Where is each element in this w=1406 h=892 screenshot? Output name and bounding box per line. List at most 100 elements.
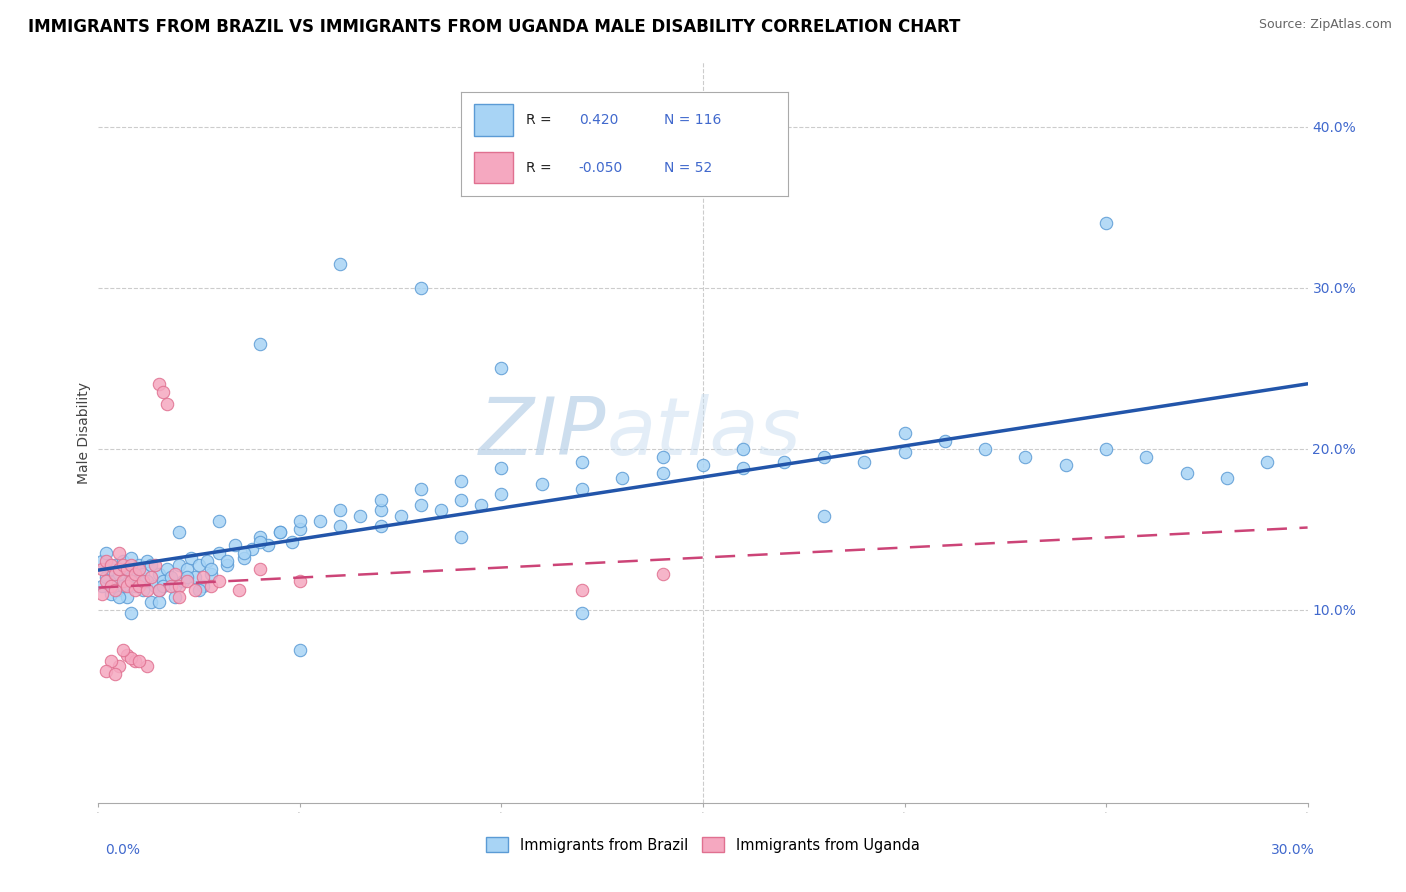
Point	[96, 574, 118, 588]
Point	[893, 445, 915, 459]
Point	[349, 509, 371, 524]
Point	[288, 643, 311, 657]
Point	[124, 567, 146, 582]
Point	[228, 583, 250, 598]
Point	[208, 546, 231, 560]
Point	[167, 558, 190, 572]
Point	[193, 570, 215, 584]
Point	[430, 503, 453, 517]
Point	[450, 474, 472, 488]
Point	[491, 487, 513, 501]
Point	[107, 590, 129, 604]
Point	[288, 574, 311, 588]
Point	[409, 482, 432, 496]
Point	[111, 643, 134, 657]
Point	[208, 514, 231, 528]
Point	[370, 493, 392, 508]
Point	[288, 522, 311, 536]
Point	[120, 606, 142, 620]
Point	[103, 558, 125, 572]
Point	[156, 562, 179, 576]
Point	[124, 562, 146, 576]
Point	[195, 554, 218, 568]
Text: 0.0%: 0.0%	[105, 843, 141, 857]
Point	[370, 519, 392, 533]
Text: IMMIGRANTS FROM BRAZIL VS IMMIGRANTS FROM UGANDA MALE DISABILITY CORRELATION CHA: IMMIGRANTS FROM BRAZIL VS IMMIGRANTS FRO…	[28, 18, 960, 36]
Point	[160, 570, 183, 584]
Point	[128, 654, 150, 668]
Point	[893, 425, 915, 440]
Point	[853, 454, 876, 468]
Point	[188, 583, 211, 598]
Point	[103, 583, 125, 598]
Point	[934, 434, 956, 448]
Point	[733, 461, 755, 475]
Point	[148, 567, 170, 582]
Point	[115, 648, 138, 662]
Point	[163, 567, 186, 582]
Point	[135, 659, 157, 673]
Point	[281, 535, 304, 549]
Point	[139, 558, 162, 572]
Point	[100, 558, 122, 572]
Point	[156, 397, 179, 411]
Point	[470, 498, 492, 512]
Point	[132, 574, 155, 588]
Point	[120, 558, 142, 572]
Point	[240, 541, 263, 556]
Point	[200, 578, 222, 592]
Point	[148, 583, 170, 598]
Point	[974, 442, 997, 456]
Point	[232, 546, 254, 560]
Point	[692, 458, 714, 472]
Point	[409, 498, 432, 512]
Point	[132, 567, 155, 582]
Point	[120, 551, 142, 566]
Point	[152, 578, 174, 592]
Point	[1175, 466, 1198, 480]
Point	[176, 562, 198, 576]
Point	[167, 590, 190, 604]
Point	[450, 530, 472, 544]
Point	[115, 562, 138, 576]
Point	[120, 651, 142, 665]
Point	[571, 454, 593, 468]
Point	[329, 503, 352, 517]
Point	[288, 514, 311, 528]
Point	[571, 482, 593, 496]
Point	[143, 578, 166, 592]
Point	[1014, 450, 1036, 464]
Point	[128, 574, 150, 588]
Point	[103, 567, 125, 582]
Y-axis label: Male Disability: Male Disability	[77, 382, 91, 483]
Point	[1216, 471, 1239, 485]
Point	[135, 554, 157, 568]
Point	[450, 493, 472, 508]
Point	[115, 590, 138, 604]
Point	[107, 583, 129, 598]
Legend: Immigrants from Brazil, Immigrants from Uganda: Immigrants from Brazil, Immigrants from …	[481, 831, 925, 858]
Point	[1095, 442, 1118, 456]
Point	[124, 583, 146, 598]
Point	[100, 654, 122, 668]
Point	[91, 562, 114, 576]
Point	[269, 525, 291, 540]
Point	[1054, 458, 1077, 472]
Point	[111, 554, 134, 568]
Point	[184, 570, 207, 584]
Point	[96, 546, 118, 560]
Text: 30.0%: 30.0%	[1271, 843, 1315, 857]
Point	[139, 594, 162, 608]
Point	[107, 567, 129, 582]
Point	[91, 586, 114, 600]
Point	[491, 461, 513, 475]
Point	[100, 578, 122, 592]
Point	[232, 551, 254, 566]
Point	[148, 583, 170, 598]
Point	[491, 361, 513, 376]
Point	[217, 558, 239, 572]
Point	[249, 337, 271, 351]
Point	[172, 574, 194, 588]
Point	[651, 450, 673, 464]
Point	[329, 519, 352, 533]
